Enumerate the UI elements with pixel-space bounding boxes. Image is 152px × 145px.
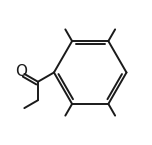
Text: O: O: [15, 64, 27, 79]
